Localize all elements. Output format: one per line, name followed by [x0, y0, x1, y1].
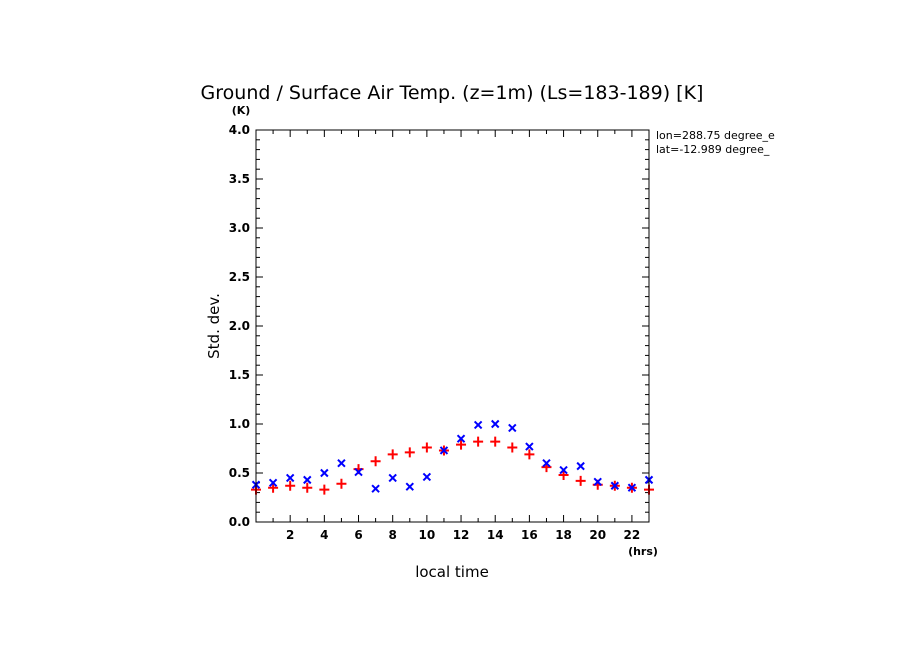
x-tick-label: 14 — [487, 528, 504, 542]
data-point — [508, 423, 517, 433]
y-tick-label: 3.5 — [229, 172, 250, 186]
data-point — [336, 478, 347, 489]
data-point — [319, 484, 330, 495]
data-point — [473, 436, 484, 447]
data-point — [405, 482, 414, 491]
data-point — [542, 458, 551, 468]
data-point — [371, 484, 380, 493]
chart-title: Ground / Surface Air Temp. (z=1m) (Ls=18… — [201, 82, 704, 104]
x-tick-label: 20 — [589, 528, 606, 542]
data-point — [387, 449, 398, 460]
data-point — [525, 442, 534, 451]
data-point — [559, 465, 568, 475]
data-point — [354, 467, 363, 477]
x-tick-label: 4 — [320, 528, 328, 542]
data-point — [303, 475, 312, 485]
data-point — [404, 447, 415, 458]
y-unit-label: (K) — [232, 104, 251, 117]
data-point — [337, 458, 346, 468]
axis-ticks — [255, 129, 650, 523]
y-tick-label: 0.0 — [229, 515, 250, 529]
x-tick-label: 10 — [419, 528, 436, 542]
x-tick-label: 6 — [354, 528, 362, 542]
x-tick-label: 18 — [555, 528, 572, 542]
data-point — [439, 446, 449, 455]
x-unit-label: (hrs) — [628, 545, 658, 558]
x-tick-label: 12 — [453, 528, 470, 542]
x-tick-label: 8 — [389, 528, 397, 542]
series-2 — [251, 419, 654, 493]
data-point — [627, 483, 637, 492]
data-point — [507, 442, 518, 453]
data-markers — [251, 419, 654, 495]
annotation-latitude: lat=-12.989 degree_ — [656, 143, 770, 156]
data-point — [491, 419, 500, 429]
data-point — [422, 472, 432, 482]
y-axis-title: Std. dev. — [205, 293, 223, 359]
y-tick-label: 2.5 — [229, 270, 250, 284]
tick-labels: 2 4 6 8 10 12 14 16 18 20 22 0.0 0.5 1.0 1.5 2.0 2.5 3.0 3… — [229, 123, 641, 542]
data-point — [370, 456, 381, 467]
y-tick-label: 1.0 — [229, 417, 250, 431]
data-point — [421, 442, 432, 453]
data-point — [285, 473, 295, 483]
data-point — [268, 478, 278, 488]
data-point — [268, 482, 279, 493]
x-tick-label: 2 — [286, 528, 294, 542]
data-point — [558, 469, 569, 480]
y-tick-label: 4.0 — [229, 123, 250, 137]
y-tick-label: 2.0 — [229, 319, 250, 333]
data-point — [490, 436, 501, 447]
data-point — [576, 461, 585, 471]
y-tick-label: 1.5 — [229, 368, 250, 382]
data-point — [302, 482, 313, 493]
data-point — [575, 475, 586, 486]
data-point — [456, 439, 467, 450]
y-tick-label: 3.0 — [229, 221, 250, 235]
data-point — [473, 420, 483, 430]
data-point — [320, 468, 329, 478]
plot-frame — [255, 129, 650, 523]
data-point — [388, 473, 397, 483]
x-tick-label: 16 — [521, 528, 538, 542]
annotation-longitude: lon=288.75 degree_e — [656, 129, 775, 142]
data-point — [285, 480, 296, 491]
data-point — [456, 434, 466, 443]
data-point — [593, 477, 602, 487]
series-1 — [251, 436, 654, 495]
y-tick-label: 0.5 — [229, 466, 250, 480]
x-tick-label: 22 — [624, 528, 641, 542]
data-point — [610, 481, 620, 490]
data-point — [524, 449, 535, 460]
x-axis-title: local time — [415, 563, 489, 581]
